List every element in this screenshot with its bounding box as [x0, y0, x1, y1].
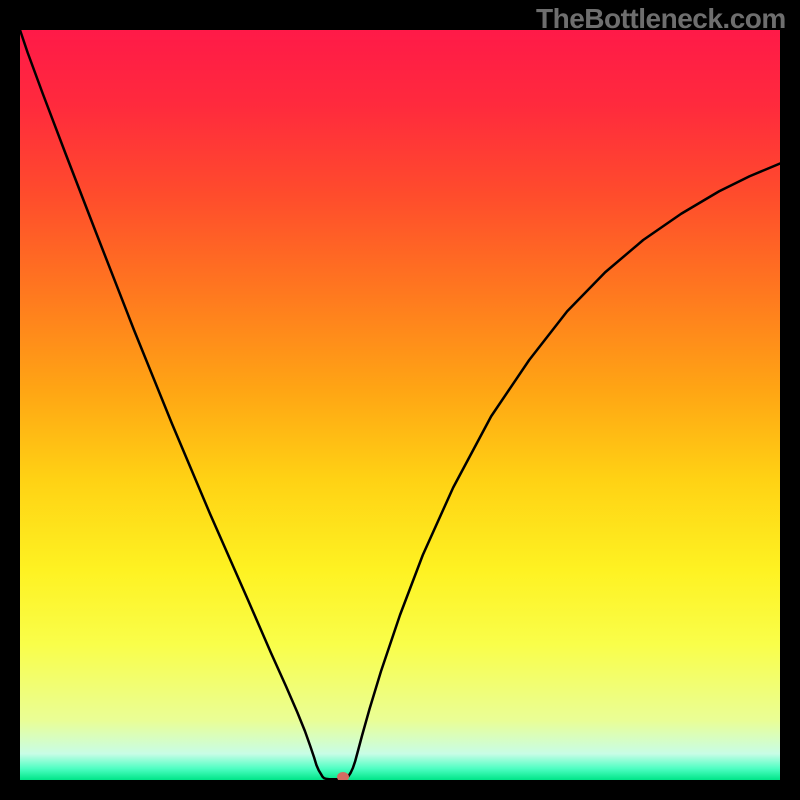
gradient-background: [20, 30, 780, 780]
watermark-text: TheBottleneck.com: [536, 3, 786, 35]
chart-svg: [20, 30, 780, 780]
chart-area: [20, 30, 780, 780]
